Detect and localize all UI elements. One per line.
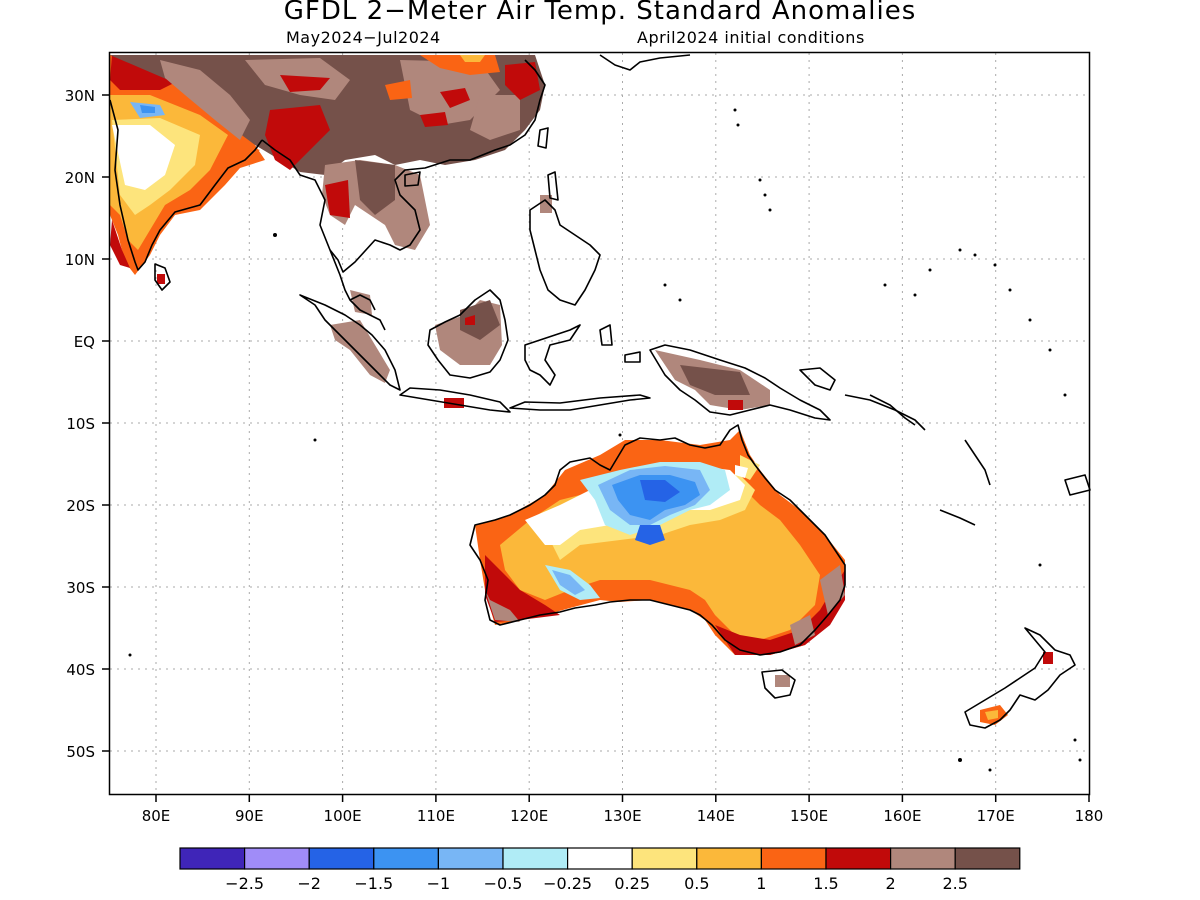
lat-label: 20N: [65, 169, 95, 187]
colorbar-label: −2.5: [225, 874, 264, 893]
colorbar-swatch: [373, 847, 439, 870]
colorbar-label: −1: [427, 874, 451, 893]
map-title: GFDL 2−Meter Air Temp. Standard Anomalie…: [283, 0, 917, 26]
colorbar-label: 2: [886, 874, 896, 893]
colorbar-swatch: [502, 847, 569, 870]
colorbar-swatch: [437, 847, 504, 870]
lat-label: 50S: [66, 743, 95, 761]
lat-label: 10N: [65, 251, 95, 269]
lat-label: 30S: [66, 579, 95, 597]
colorbar-labels: −2.5 −2 −1.5 −1 −0.5 −0.25 0.25 0.5 1 1.5 2 2.5: [225, 874, 968, 893]
lat-label: EQ: [74, 333, 95, 351]
forecast-period: May2024−Jul2024: [286, 28, 441, 47]
colorbar-label: −0.5: [484, 874, 523, 893]
lon-label: 180: [1075, 807, 1104, 825]
anomaly-field: [110, 55, 1053, 725]
colorbar-swatch: [308, 847, 375, 870]
lon-label: 160E: [883, 807, 921, 825]
lon-label: 90E: [235, 807, 264, 825]
colorbar-swatch: [889, 847, 956, 870]
small-islands: [128, 108, 1082, 772]
colorbar-swatch: [566, 847, 633, 870]
lon-label: 80E: [142, 807, 171, 825]
colorbar-label: 0.25: [614, 874, 650, 893]
colorbar-label: 1: [756, 874, 766, 893]
map-frame: [108, 51, 1091, 796]
colorbar-label: 1.5: [813, 874, 838, 893]
lon-label: 140E: [697, 807, 735, 825]
colorbar-label: −2: [297, 874, 321, 893]
colorbar-label: 0.5: [684, 874, 709, 893]
colorbar-swatch: [760, 847, 827, 870]
latitude-labels: 30N 20N 10N EQ 10S 20S 30S 40S 50S: [65, 87, 110, 761]
lat-label: 30N: [65, 87, 95, 105]
colorbar-swatch: [179, 847, 246, 870]
graticule: [110, 53, 1089, 794]
coastlines: [109, 54, 1091, 729]
colorbar-label: −1.5: [354, 874, 393, 893]
lon-label: 130E: [603, 807, 641, 825]
lon-label: 110E: [417, 807, 455, 825]
initial-conditions: April2024 initial conditions: [637, 28, 865, 47]
colorbar-label: −0.25: [543, 874, 592, 893]
lon-label: 120E: [510, 807, 548, 825]
colorbar-swatch: [696, 847, 762, 870]
lon-label: 150E: [790, 807, 828, 825]
lon-label: 100E: [324, 807, 362, 825]
colorbar-swatch: [631, 847, 698, 870]
colorbar: [179, 847, 1021, 870]
colorbar-swatch: [825, 847, 892, 870]
lon-label: 170E: [977, 807, 1015, 825]
lat-label: 20S: [66, 497, 95, 515]
colorbar-label: 2.5: [942, 874, 967, 893]
colorbar-swatch: [244, 847, 310, 870]
lat-label: 10S: [66, 415, 95, 433]
lat-label: 40S: [66, 661, 95, 679]
longitude-labels: 80E 90E 100E 110E 120E 130E 140E 150E 160E 170E 18…: [142, 794, 1104, 825]
colorbar-swatch: [954, 847, 1021, 870]
